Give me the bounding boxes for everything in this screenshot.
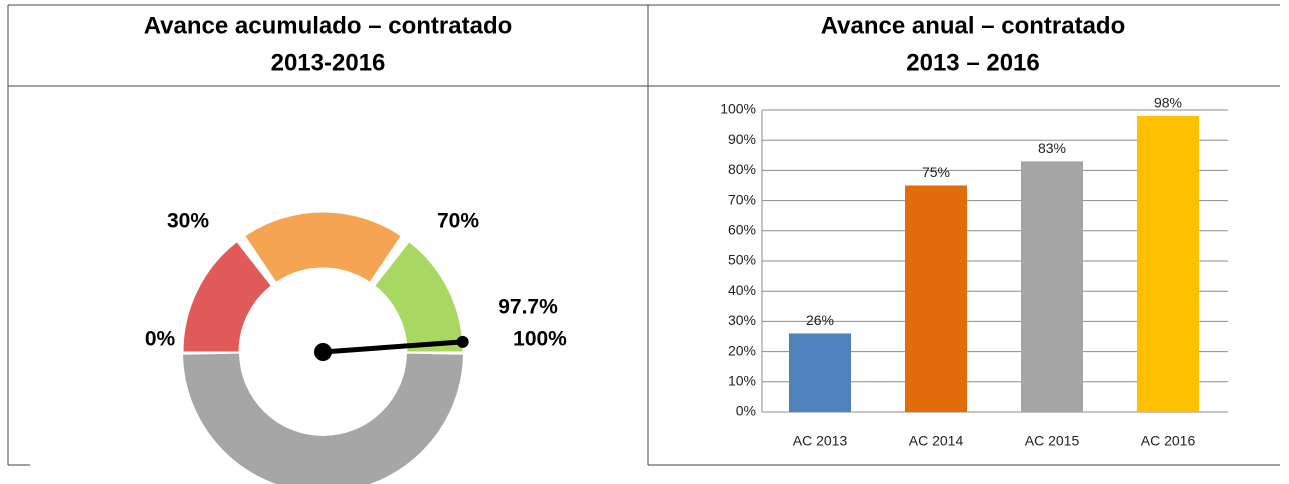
bar — [905, 185, 967, 412]
bar — [789, 333, 851, 412]
needle-hub — [314, 343, 332, 361]
y-tick-label: 80% — [728, 161, 756, 177]
needle-tip — [456, 335, 469, 348]
gauge-tick-label: 30% — [167, 210, 209, 233]
y-tick-label: 40% — [728, 282, 756, 298]
y-tick-label: 0% — [736, 403, 756, 419]
value-label: 98% — [1154, 95, 1182, 111]
gauge-value-label: 97.7% — [498, 296, 558, 319]
bar — [1137, 116, 1199, 412]
gauge-band — [182, 240, 272, 353]
x-tick-label: AC 2016 — [1141, 433, 1196, 449]
y-tick-label: 100% — [720, 101, 756, 117]
gauge-needle — [322, 339, 463, 355]
y-tick-label: 60% — [728, 222, 756, 238]
gauge-tick-label: 70% — [437, 210, 479, 233]
y-tick-label: 30% — [728, 312, 756, 328]
value-label: 83% — [1038, 140, 1066, 156]
gauge-title: 2013-2016 — [271, 49, 386, 76]
y-tick-label: 90% — [728, 131, 756, 147]
y-tick-label: 70% — [728, 191, 756, 207]
y-tick-label: 20% — [728, 342, 756, 358]
frame — [7, 4, 1280, 466]
gauge-tick-label: 0% — [145, 328, 176, 351]
gauge-tick-label: 100% — [513, 328, 567, 351]
gauge-band — [374, 240, 464, 353]
x-tick-label: AC 2014 — [909, 433, 964, 449]
value-label: 26% — [806, 312, 834, 328]
y-tick-label: 50% — [728, 252, 756, 268]
x-tick-label: AC 2015 — [1025, 433, 1080, 449]
value-label: 75% — [922, 164, 950, 180]
gauge-base — [183, 353, 463, 484]
gauge-title: Avance acumulado – contratado — [144, 12, 513, 39]
gauge-band — [244, 211, 402, 284]
y-tick-label: 10% — [728, 373, 756, 389]
bar — [1021, 161, 1083, 412]
x-tick-label: AC 2013 — [793, 433, 848, 449]
bar-title: Avance anual – contratado — [821, 12, 1126, 39]
bar-title: 2013 – 2016 — [906, 49, 1039, 76]
